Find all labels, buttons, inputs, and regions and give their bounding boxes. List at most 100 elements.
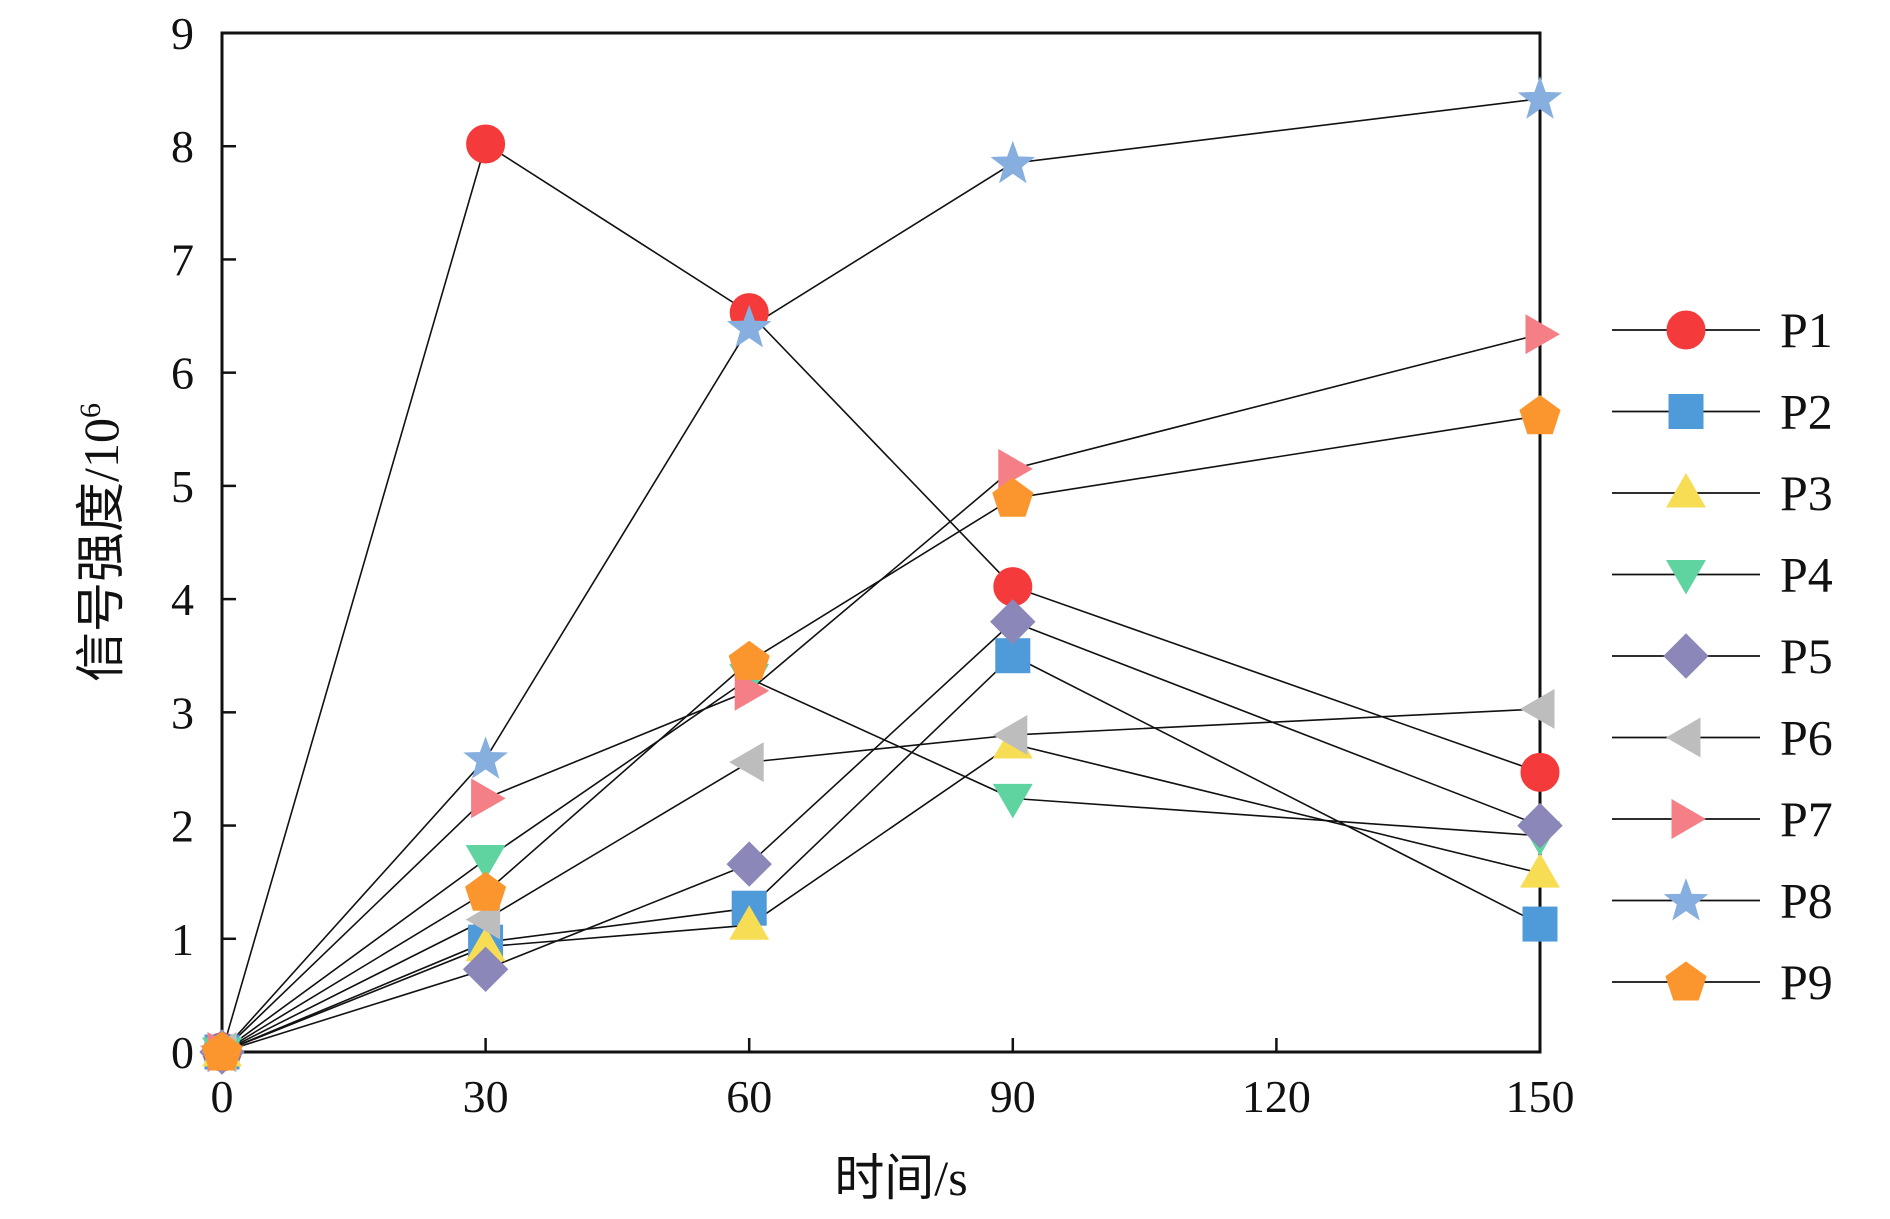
legend-marker-p1 — [1666, 310, 1706, 350]
y-tick-label: 2 — [171, 801, 194, 852]
legend-item-p3: P3 — [1612, 465, 1833, 521]
x-tick-label: 60 — [726, 1071, 772, 1122]
data-point-p8 — [1517, 76, 1563, 119]
data-point-p4 — [992, 783, 1033, 819]
series-points-p3 — [202, 724, 1560, 1067]
y-axis-title-text: 信号强度/106 — [73, 403, 129, 682]
legend-marker-p4 — [1666, 560, 1706, 595]
series-line-p1 — [221, 142, 1541, 1053]
data-point-p8 — [463, 736, 508, 779]
legend-label: P1 — [1780, 302, 1833, 358]
series-points-p1 — [202, 124, 1560, 1072]
legend-marker-p2 — [1668, 394, 1704, 429]
legend-marker-p6 — [1666, 717, 1701, 758]
x-axis-title: 时间/s — [834, 1150, 967, 1206]
data-point-p7 — [734, 670, 770, 711]
series-points-p9 — [201, 395, 1561, 1071]
y-tick-label: 9 — [171, 8, 194, 59]
series-points-p2 — [204, 638, 1558, 1070]
series-lines — [221, 97, 1541, 1053]
data-point-p5 — [1517, 802, 1563, 849]
data-point-p6 — [992, 715, 1028, 755]
x-tick-label: 90 — [990, 1071, 1036, 1122]
series-points-p5 — [199, 599, 1563, 1075]
y-tick-label: 5 — [171, 461, 194, 512]
data-point-p5 — [462, 946, 509, 993]
data-point-p9 — [1519, 395, 1561, 435]
data-point-p9 — [728, 640, 770, 680]
legend-label: P7 — [1780, 791, 1833, 847]
legend-label: P5 — [1780, 628, 1833, 684]
legend: P1 P2 P3 P4 P5 P6 P7 P8 P9 — [1612, 302, 1833, 1010]
legend-marker-p7 — [1671, 799, 1706, 839]
y-tick-label: 0 — [171, 1027, 194, 1078]
series-line-p9 — [221, 414, 1541, 1053]
series-line-p8 — [221, 97, 1541, 1053]
series-line-p5 — [221, 620, 1541, 1053]
series-points-p4 — [202, 663, 1560, 1072]
legend-label: P8 — [1780, 873, 1833, 929]
data-point-p6 — [729, 742, 764, 783]
legend-marker-p9 — [1665, 961, 1707, 1001]
y-tick-label: 4 — [171, 574, 194, 625]
x-tick-label: 30 — [463, 1071, 509, 1122]
data-point-p1 — [466, 124, 506, 164]
series-line-p3 — [221, 743, 1541, 1053]
y-axis-title-exponent: 6 — [74, 403, 107, 418]
data-point-p8 — [726, 304, 772, 348]
legend-label: P4 — [1780, 547, 1833, 603]
data-point-p8 — [990, 140, 1036, 184]
data-point-p6 — [1519, 689, 1555, 729]
series-line-p4 — [221, 677, 1541, 1053]
axis-ticks — [220, 31, 1542, 1054]
legend-item-p5: P5 — [1612, 628, 1833, 684]
y-tick-label: 7 — [171, 234, 194, 285]
data-point-p9 — [465, 871, 507, 911]
legend-item-p4: P4 — [1612, 547, 1833, 603]
y-tick-label: 6 — [171, 348, 194, 399]
series-line-p7 — [221, 333, 1541, 1053]
legend-item-p6: P6 — [1612, 710, 1833, 766]
y-tick-label: 3 — [171, 687, 194, 738]
data-point-p9 — [201, 1031, 243, 1071]
data-point-p7 — [998, 449, 1033, 489]
y-tick-label: 8 — [171, 121, 194, 172]
x-tick-label: 0 — [211, 1071, 234, 1122]
legend-label: P2 — [1780, 384, 1833, 440]
data-point-p5 — [726, 841, 772, 887]
legend-label: P3 — [1780, 465, 1833, 521]
data-point-p3 — [729, 905, 770, 940]
legend-marker-p5 — [1663, 633, 1709, 679]
plot-frame — [220, 31, 1542, 1054]
data-point-p7 — [471, 778, 506, 819]
legend-label: P6 — [1780, 710, 1833, 766]
legend-item-p9: P9 — [1612, 954, 1833, 1010]
legend-marker-p8 — [1663, 878, 1709, 921]
legend-item-p8: P8 — [1612, 873, 1833, 929]
legend-item-p7: P7 — [1612, 791, 1833, 847]
data-point-p5 — [990, 599, 1036, 645]
data-point-p3 — [1520, 853, 1560, 888]
series-line-p2 — [221, 654, 1541, 1053]
y-axis-title: 信号强度/106 — [73, 403, 129, 682]
data-point-p9 — [992, 477, 1034, 517]
y-tick-label: 1 — [171, 914, 194, 965]
data-point-p4 — [465, 845, 506, 880]
legend-item-p1: P1 — [1612, 302, 1833, 358]
series-points-p8 — [199, 76, 1563, 1072]
series-points-p6 — [202, 689, 1555, 1072]
data-point-p1 — [1520, 752, 1560, 792]
series-markers — [199, 76, 1563, 1075]
legend-marker-p3 — [1666, 473, 1706, 508]
data-point-p7 — [1525, 314, 1561, 355]
legend-label: P9 — [1780, 954, 1833, 1010]
x-tick-label: 120 — [1242, 1071, 1311, 1122]
x-tick-label: 150 — [1506, 1071, 1575, 1122]
data-point-p2 — [1522, 906, 1558, 942]
y-axis-title-main: 信号强度/10 — [73, 418, 129, 682]
axis-tick-labels: 0 30 60 90 120 150 0 1 2 3 4 5 6 7 8 9 — [171, 8, 1575, 1122]
legend-item-p2: P2 — [1612, 384, 1833, 440]
series-line-p6 — [221, 708, 1541, 1053]
